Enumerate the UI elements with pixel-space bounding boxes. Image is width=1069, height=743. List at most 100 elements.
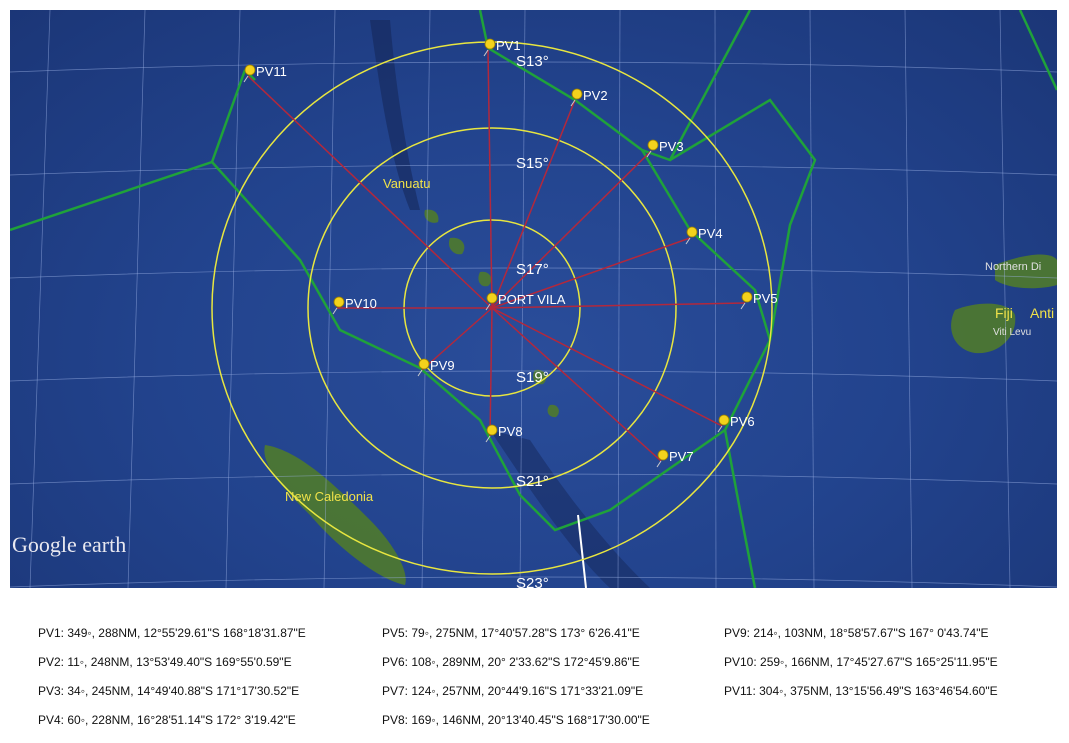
latitude-line (10, 61, 1057, 73)
trench (370, 20, 420, 210)
latitude-line (10, 473, 1057, 485)
waypoint-entry: PV5: 79◦, 275NM, 17°40'57.28"S 173° 6'26… (382, 626, 640, 640)
island (448, 237, 465, 255)
pin-needle (417, 369, 423, 377)
google-earth-logo: Google earth (12, 532, 126, 557)
bearing-line (247, 75, 493, 309)
waypoint-entry: PV3: 34◦, 245NM, 14°49'40.88"S 171°17'30… (38, 684, 300, 698)
waypoint-pin-4 (685, 226, 698, 245)
pin-needle (740, 302, 746, 310)
place-label-viti-levu: Viti Levu (993, 327, 1031, 338)
waypoint-label: PV10 (345, 296, 377, 311)
pushpin-icon (647, 139, 659, 151)
latitude-label: S13° (516, 53, 549, 70)
waypoint-label: PV9 (430, 358, 455, 373)
waypoint-entry: PV6: 108◦, 289NM, 20° 2'33.62"S 172°45'9… (382, 655, 640, 669)
pin-needle (717, 425, 723, 433)
boundary-line (641, 10, 752, 162)
waypoint-pin-11 (243, 64, 256, 83)
pin-needle (685, 237, 691, 245)
waypoint-pin-10 (332, 296, 345, 315)
waypoint-entry: PV10: 259◦, 166NM, 17°45'27.67"S 165°25'… (724, 655, 998, 669)
waypoint-label: PV3 (659, 139, 684, 154)
new-caledonia-land (264, 445, 406, 585)
longitude-line (904, 10, 913, 588)
island (547, 404, 559, 418)
longitude-line (617, 10, 621, 588)
longitude-line (999, 10, 1011, 588)
track-line (577, 514, 587, 588)
latitude-label: S21° (516, 473, 549, 490)
longitude-line (809, 10, 815, 588)
longitude-line (225, 10, 241, 588)
longitude-line (421, 10, 431, 588)
latitude-label: S15° (516, 155, 549, 172)
pushpin-icon (686, 226, 698, 238)
longitude-line (323, 10, 336, 588)
longitude-line (714, 10, 717, 588)
pushpin-icon (418, 358, 430, 370)
boundary-line (723, 429, 757, 588)
pushpin-icon (484, 38, 496, 50)
waypoint-label: PV5 (753, 291, 778, 306)
waypoint-pin-5 (740, 291, 753, 310)
boundary-line (1018, 10, 1057, 91)
trench (490, 430, 650, 588)
fiji-land (951, 303, 1016, 354)
waypoint-pin-6 (717, 414, 730, 433)
pushpin-icon (333, 296, 345, 308)
pushpin-icon (486, 424, 498, 436)
place-label-anti: Anti (1030, 305, 1054, 321)
waypoint-pin-2 (570, 88, 583, 107)
waypoint-label: PV8 (498, 424, 523, 439)
port-vila-pin (485, 292, 498, 311)
pin-needle (485, 303, 491, 311)
pushpin-icon (657, 449, 669, 461)
bearing-line (491, 307, 723, 427)
waypoint-pin-8 (485, 424, 498, 443)
latitude-line (10, 370, 1057, 382)
pushpin-icon (244, 64, 256, 76)
waypoint-entry: PV11: 304◦, 375NM, 13°15'56.49"S 163°46'… (724, 684, 998, 698)
waypoint-label: PV4 (698, 226, 723, 241)
place-label-vanuatu: Vanuatu (383, 176, 430, 191)
latitude-label: S17° (516, 261, 549, 278)
waypoint-entry: PV4: 60◦, 228NM, 16°28'51.14"S 172° 3'19… (38, 713, 296, 727)
waypoint-label: PV1 (496, 38, 521, 53)
longitude-line (127, 10, 146, 588)
waypoint-entry: PV9: 214◦, 103NM, 18°58'57.67"S 167° 0'4… (724, 626, 989, 640)
island (478, 271, 492, 287)
vanua-levu-land (995, 254, 1057, 289)
bearing-line (421, 307, 493, 371)
pin-needle (570, 99, 576, 107)
waypoint-label: PV2 (583, 88, 608, 103)
waypoint-pin-7 (656, 449, 669, 468)
bearing-line (491, 307, 662, 462)
bearing-line (491, 150, 652, 309)
pin-needle (483, 49, 489, 57)
boundary-line (211, 10, 772, 532)
island (424, 209, 439, 223)
pin-needle (332, 307, 338, 315)
map-overlay: PV1 PV2 PV3 PV4 PV5 PV6 PV7 PV8 PV9 PV10 PV11 PORT … (10, 10, 1057, 588)
waypoint-entry: PV8: 169◦, 146NM, 20°13'40.45"S 168°17'3… (382, 713, 650, 727)
latitude-line (10, 576, 1057, 588)
waypoint-label: PV6 (730, 414, 755, 429)
map-view[interactable]: PV1 PV2 PV3 PV4 PV5 PV6 PV7 PV8 PV9 PV10 PV11 PORT … (10, 10, 1057, 588)
bearing-line (491, 237, 691, 309)
waypoint-pin-3 (646, 139, 659, 158)
waypoint-pin-1 (483, 38, 496, 57)
pushpin-icon (571, 88, 583, 100)
place-label-northern: Northern Di (985, 261, 1041, 273)
longitude-line (29, 10, 51, 588)
pin-needle (485, 435, 491, 443)
place-label-new-caledonia: New Caledonia (285, 489, 374, 504)
bearing-line (491, 302, 746, 309)
latitude-line (10, 164, 1057, 176)
waypoint-entry: PV7: 124◦, 257NM, 20°44'9.16"S 171°33'21… (382, 684, 644, 698)
longitude-line (519, 10, 526, 588)
waypoint-entry: PV2: 11◦, 248NM, 13°53'49.40"S 169°55'0.… (38, 655, 292, 669)
pin-needle (243, 75, 249, 83)
port-vila-label: PORT VILA (498, 292, 566, 307)
latitude-label: S19° (516, 369, 549, 386)
